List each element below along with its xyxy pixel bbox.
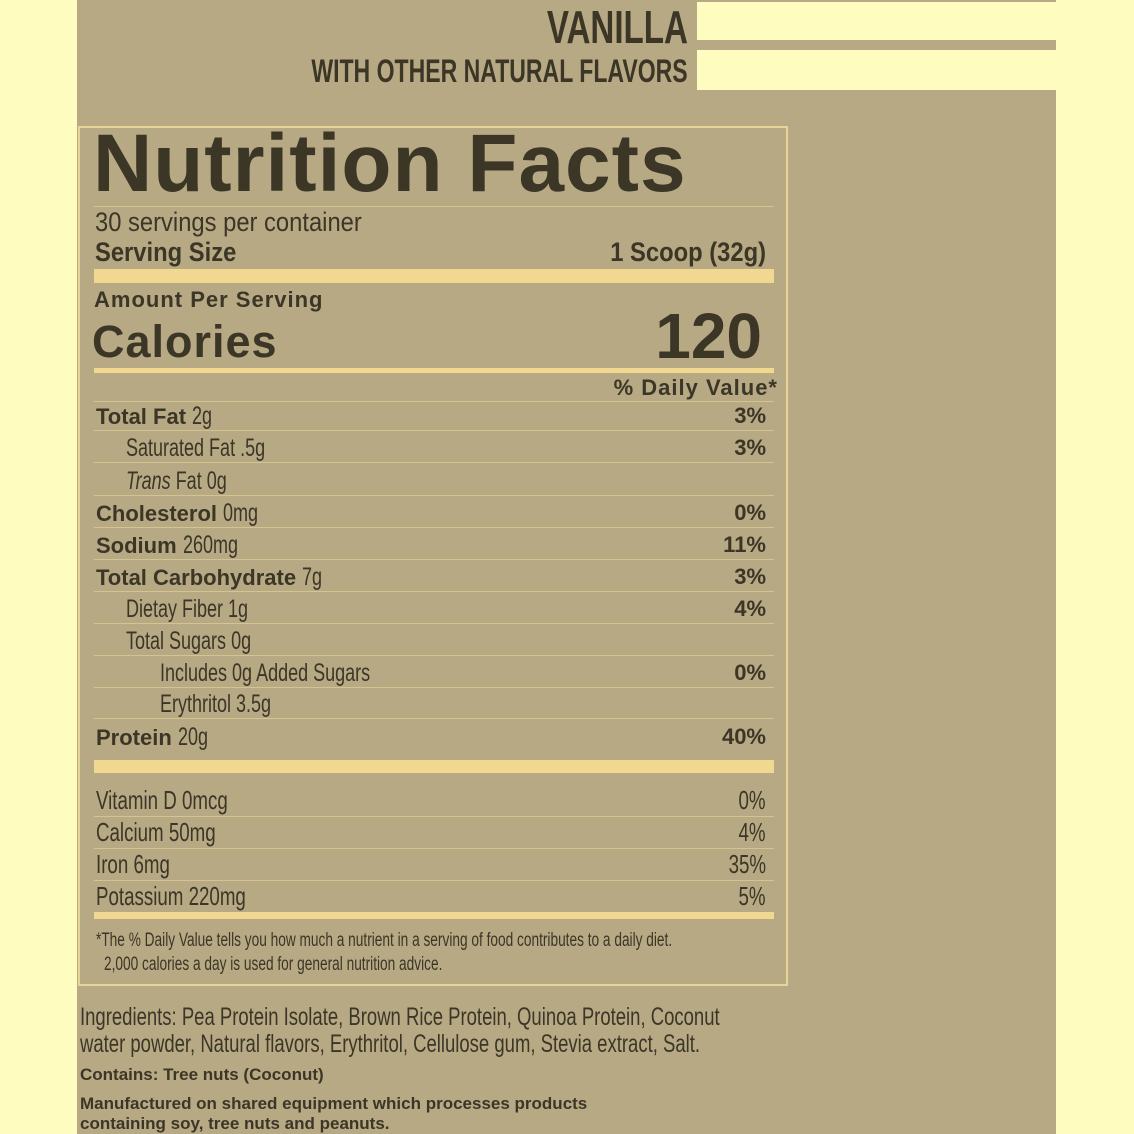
allergen-contains: Contains: Tree nuts (Coconut) [80, 1065, 324, 1084]
flavor-name: VANILLA [546, 1, 688, 53]
nutrient-row: Sodium 260mg 11% [94, 530, 766, 560]
daily-value-percent: 11% [723, 532, 766, 557]
divider [94, 368, 774, 373]
footnote: 2,000 calories a day is used for general… [104, 954, 443, 975]
nutrient-label: Cholesterol 0mg [96, 499, 259, 527]
nutrient-row: Total Fat 2g 3% [94, 401, 766, 431]
nutrient-label: Sodium 260mg [96, 531, 238, 559]
amount-per-serving: Amount Per Serving [94, 287, 324, 312]
divider [94, 687, 774, 688]
nutrient-row: Total Sugars 0g [94, 626, 766, 656]
divider [94, 848, 774, 849]
daily-value-percent: 3% [734, 435, 766, 460]
servings-per-container: 30 servings per container [95, 207, 362, 237]
divider [94, 655, 774, 656]
divider [94, 816, 774, 817]
daily-value-percent: 4% [734, 596, 766, 621]
daily-value-percent: 3% [734, 403, 766, 428]
thick-divider [94, 760, 774, 773]
vitamin-label: Potassium 220mg [96, 881, 246, 911]
nutrient-label: Total Fat 2g [96, 402, 213, 430]
daily-value-header: % Daily Value* [613, 375, 778, 400]
vitamin-label: Vitamin D 0mcg [96, 785, 228, 815]
daily-value-percent: 5% [738, 881, 766, 911]
divider [94, 462, 774, 463]
divider [94, 623, 774, 624]
serving-size-label: Serving Size [95, 237, 237, 267]
nutrient-row: Trans Fat 0g [94, 466, 766, 496]
nutrient-row: Erythritol 3.5g [94, 689, 766, 719]
nutrient-label: Total Carbohydrate 7g [96, 563, 323, 591]
vitamin-label: Iron 6mg [96, 849, 170, 879]
flavor-subtitle: WITH OTHER NATURAL FLAVORS [311, 53, 688, 89]
divider [94, 559, 774, 560]
ingredients: water powder, Natural flavors, Erythrito… [80, 1030, 701, 1058]
nutrient-label: Saturated Fat .5g [126, 434, 266, 462]
vitamin-row: Calcium 50mg 4% [94, 817, 766, 847]
footnote: *The % Daily Value tells you how much a … [96, 930, 673, 951]
nutrient-label: Dietay Fiber 1g [126, 595, 249, 623]
nutrient-label: Erythritol 3.5g [160, 690, 272, 718]
nutrient-row: Total Carbohydrate 7g 3% [94, 562, 766, 592]
manufacturing-note: containing soy, tree nuts and peanuts. [80, 1114, 390, 1133]
vitamin-row: Iron 6mg 35% [94, 849, 766, 879]
vitamin-label: Calcium 50mg [96, 817, 216, 847]
daily-value-percent: 0% [734, 500, 766, 525]
divider [94, 495, 774, 496]
thick-divider [94, 269, 774, 283]
nutrient-label: Protein 20g [96, 723, 208, 751]
label-panel [77, 0, 1056, 1134]
calories-label: Calories [92, 316, 278, 367]
nutrient-row: Dietay Fiber 1g 4% [94, 594, 766, 624]
divider [94, 912, 774, 919]
daily-value-percent: 40% [721, 724, 766, 749]
nutrition-facts-box [78, 126, 788, 986]
nutrition-facts-title: Nutrition Facts [93, 118, 687, 209]
vitamin-row: Vitamin D 0mcg 0% [94, 785, 766, 815]
divider [94, 401, 774, 402]
divider [94, 718, 774, 719]
calories-value: 120 [655, 300, 762, 372]
daily-value-percent: 0% [734, 660, 766, 685]
daily-value-percent: 0% [738, 785, 766, 815]
divider [94, 591, 774, 592]
divider [94, 527, 774, 528]
nutrient-row: Includes 0g Added Sugars 0% [94, 658, 766, 688]
nutrient-row: Cholesterol 0mg 0% [94, 498, 766, 528]
nutrient-label: Includes 0g Added Sugars [160, 659, 371, 687]
vitamin-row: Potassium 220mg 5% [94, 881, 766, 911]
divider [94, 880, 774, 881]
nutrient-row: Protein 20g 40% [94, 722, 766, 752]
manufacturing-note: Manufactured on shared equipment which p… [80, 1094, 588, 1113]
divider [94, 430, 774, 431]
decor-stripe [697, 2, 1056, 40]
daily-value-percent: 4% [738, 817, 766, 847]
daily-value-percent: 35% [728, 849, 766, 879]
serving-size-value: 1 Scoop (32g) [610, 237, 766, 267]
nutrient-label: Trans Fat 0g [126, 467, 227, 495]
ingredients: Ingredients: Pea Protein Isolate, Brown … [80, 1003, 720, 1031]
decor-stripe [697, 50, 1056, 90]
nutrient-label: Total Sugars 0g [126, 627, 252, 655]
nutrient-row: Saturated Fat .5g 3% [94, 433, 766, 463]
daily-value-percent: 3% [734, 564, 766, 589]
